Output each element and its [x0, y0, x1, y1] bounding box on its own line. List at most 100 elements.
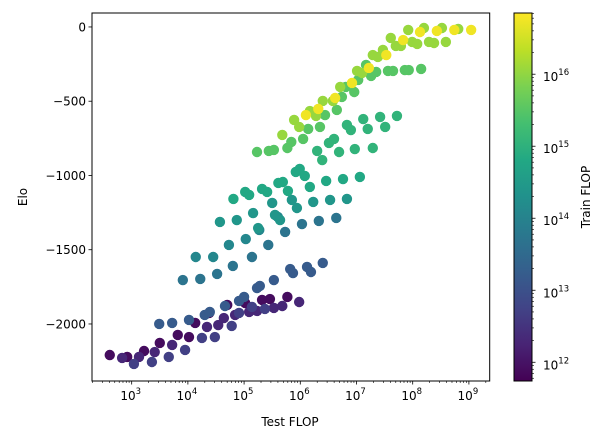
- data-point: [201, 321, 213, 333]
- data-point: [154, 337, 165, 349]
- data-point: [349, 143, 361, 155]
- data-point: [177, 274, 189, 286]
- data-point: [287, 267, 299, 279]
- data-point: [231, 214, 242, 226]
- data-point: [345, 124, 357, 136]
- data-point: [218, 312, 230, 324]
- y-axis-ticks: 0 −500 −1000 −1500 −2000: [45, 20, 92, 331]
- data-point: [319, 109, 331, 121]
- data-point: [428, 37, 440, 49]
- data-point: [204, 306, 216, 318]
- data-point: [449, 24, 460, 36]
- data-point: [277, 300, 288, 312]
- y-tick-label: −2000: [45, 317, 86, 331]
- data-point: [268, 274, 280, 286]
- data-point: [240, 233, 251, 245]
- y-tick-label: −1000: [45, 169, 86, 183]
- data-point: [387, 65, 399, 77]
- data-point: [411, 38, 423, 50]
- data-point: [190, 251, 201, 263]
- data-point: [209, 331, 221, 343]
- data-point: [246, 251, 258, 263]
- data-point: [391, 110, 403, 122]
- x-tick-label: 107: [345, 387, 366, 403]
- data-point: [367, 142, 378, 154]
- data-point: [268, 302, 280, 314]
- data-point: [300, 109, 312, 121]
- data-point: [320, 175, 332, 187]
- data-point: [163, 351, 174, 363]
- data-point: [277, 176, 289, 188]
- x-axis-label: Test FLOP: [260, 415, 318, 429]
- y-tick-label: 0: [78, 20, 86, 34]
- colorbar-tick-label: 1016: [543, 68, 569, 84]
- data-point: [333, 146, 345, 158]
- data-point: [331, 104, 343, 116]
- data-points: [104, 22, 477, 370]
- y-tick-label: −500: [53, 95, 86, 109]
- data-point: [268, 144, 280, 156]
- data-point: [297, 133, 309, 145]
- data-point: [252, 222, 264, 234]
- data-point: [279, 226, 291, 238]
- data-point: [259, 303, 271, 315]
- data-point: [104, 349, 115, 361]
- data-point: [228, 193, 239, 205]
- data-point: [254, 280, 266, 292]
- data-point: [317, 95, 328, 107]
- colorbar-tick-label: 1015: [543, 140, 569, 156]
- data-point: [226, 320, 237, 332]
- x-tick-label: 105: [233, 387, 254, 403]
- data-point: [334, 81, 346, 93]
- data-point: [304, 181, 316, 193]
- data-point: [299, 170, 310, 182]
- data-point: [305, 266, 317, 278]
- x-axis-ticks: 103 104 105 106 107 108 109: [92, 381, 487, 403]
- data-point: [233, 307, 245, 319]
- data-point: [354, 171, 366, 183]
- data-point: [311, 145, 323, 157]
- data-point: [247, 207, 259, 219]
- data-point: [362, 123, 373, 135]
- data-point: [317, 257, 328, 269]
- data-point: [264, 293, 276, 305]
- data-point: [363, 62, 375, 74]
- data-point: [296, 218, 308, 230]
- y-axis-label: Elo: [16, 188, 30, 206]
- data-point: [331, 212, 342, 224]
- data-point: [349, 86, 360, 98]
- colorbar-tick-label: 1014: [543, 212, 569, 228]
- data-point: [128, 358, 140, 370]
- data-point: [211, 268, 223, 280]
- data-point: [308, 196, 319, 208]
- data-point: [183, 314, 195, 326]
- data-point: [346, 77, 358, 89]
- data-point: [154, 318, 165, 330]
- data-point: [465, 24, 477, 36]
- data-point: [293, 296, 305, 308]
- data-point: [116, 352, 128, 364]
- data-point: [341, 193, 353, 205]
- data-point: [277, 129, 288, 141]
- data-point: [293, 121, 305, 133]
- data-point: [261, 186, 273, 198]
- data-point: [238, 291, 250, 303]
- data-point: [219, 300, 231, 312]
- data-point: [282, 185, 294, 197]
- data-point: [179, 344, 191, 356]
- colorbar-ticks: 1012 1013 1014 1015 1016: [532, 13, 569, 379]
- data-point: [415, 63, 427, 75]
- colorbar-tick-label: 1013: [543, 284, 569, 300]
- colorbar: [513, 12, 533, 382]
- data-point: [183, 331, 195, 343]
- x-tick-label: 104: [177, 387, 198, 403]
- x-tick-label: 106: [289, 387, 310, 403]
- data-point: [385, 32, 396, 44]
- data-point: [263, 239, 274, 251]
- data-point: [246, 301, 258, 313]
- data-point: [314, 121, 326, 133]
- data-point: [291, 202, 303, 214]
- data-point: [227, 260, 239, 272]
- data-point: [414, 26, 426, 38]
- data-point: [313, 103, 324, 115]
